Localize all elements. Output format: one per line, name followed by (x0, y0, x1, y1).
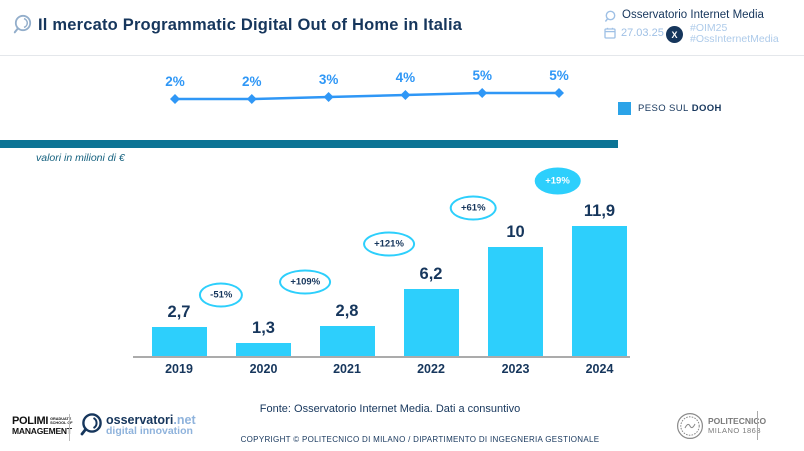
trend-point (477, 88, 488, 98)
trend-point-label: 2% (242, 74, 262, 89)
trend-point (170, 94, 180, 104)
polimi-logo: POLIMI GRADUATE SCHOOL OF MANAGEMENT (12, 415, 73, 437)
header: Il mercato Programmatic Digital Out of H… (0, 0, 804, 56)
legend-prefix: PESO SUL (638, 103, 689, 114)
growth-badge: +109% (279, 269, 332, 295)
trend-point-label: 3% (319, 72, 339, 87)
politecnico-name: POLITECNICO (708, 416, 767, 426)
trend-point (323, 92, 334, 102)
year-label-2023: 2023 (501, 362, 530, 376)
osservatori-tagline: digital innovation (106, 425, 193, 437)
legend-emphasis: DOOH (691, 103, 722, 114)
bar-2021 (319, 326, 375, 357)
politecnico-sub: MILANO 1863 (708, 426, 762, 435)
year-label-2022: 2022 (417, 362, 445, 376)
growth-badge: -51% (199, 282, 244, 308)
footer-source: Fonte: Osservatorio Internet Media. Dati… (259, 403, 521, 415)
osservatori-name: osservatori (106, 413, 174, 427)
calendar-icon (604, 27, 616, 39)
trend-point-label: 2% (165, 74, 185, 89)
year-label-2021: 2021 (333, 362, 361, 376)
bar-value-label: 2,7 (167, 303, 191, 321)
growth-badge: +19% (534, 167, 581, 195)
polimi-wordmark: POLIMI (12, 415, 49, 427)
year-label-2020: 2020 (249, 362, 278, 376)
bar-value-label: 10 (506, 223, 525, 241)
trend-line (175, 91, 559, 101)
trend-point-label: 5% (472, 68, 492, 83)
osservatori-wordmark: osservatori.net digital innovation (106, 414, 196, 437)
unit-note: valori in milioni di € (36, 152, 125, 164)
section-divider-bar (0, 140, 618, 148)
date-label: 27.03.25 (621, 27, 664, 39)
osservatori-net: .net (173, 413, 196, 427)
bar-value-label: 11,9 (583, 202, 616, 220)
magnifier-logo-icon (13, 14, 32, 34)
year-label-2019: 2019 (165, 362, 193, 376)
page-title: Il mercato Programmatic Digital Out of H… (38, 16, 463, 34)
hashtag-ossinternetmedia: #OssInternetMedia (690, 32, 779, 45)
politecnico-divider (757, 411, 758, 440)
polimi-management: MANAGEMENT (12, 426, 72, 436)
politecnico-logo: POLITECNICO MILANO 1863 (708, 416, 767, 436)
growth-badge: +61% (449, 195, 497, 221)
trend-point (554, 88, 564, 98)
trend-point-label: 4% (396, 70, 416, 85)
osservatori-magnifier-icon (80, 413, 102, 436)
bar-value-label: 1,3 (252, 319, 275, 337)
logo-divider (69, 414, 70, 441)
trend-line-chart: 2% 2% 3% 4% 5% 5% (165, 68, 569, 104)
legend-swatch (618, 102, 631, 115)
bar-2024 (572, 226, 627, 357)
bar-2023 (488, 247, 543, 357)
trend-point (246, 94, 257, 104)
politecnico-emblem-icon (677, 413, 703, 439)
bar-value-label: 6,2 (419, 265, 443, 283)
hashtags: #OIM25 #OssInternetMedia (690, 23, 779, 44)
bar-2020 (236, 343, 291, 357)
footer-copyright: COPYRIGHT © POLITECNICO DI MILANO / DIPA… (240, 435, 600, 444)
bar-value-label: 2,8 (335, 302, 359, 320)
bar-2019 (151, 327, 207, 357)
legend-label: PESO SUL DOOH (638, 103, 722, 114)
growth-badge: +121% (363, 231, 415, 257)
bar-2022 (403, 289, 459, 357)
year-label-2024: 2024 (585, 362, 614, 376)
magnifier-small-icon (605, 10, 616, 22)
x-axis-line (133, 356, 630, 358)
trend-point-label: 5% (549, 68, 569, 83)
x-social-icon: X (666, 26, 683, 43)
org-name: Osservatorio Internet Media (622, 9, 764, 21)
hashtag-oim25: #OIM25 (690, 22, 728, 34)
polimi-smalltext: GRADUATE SCHOOL OF (50, 417, 73, 425)
trend-point (400, 90, 411, 100)
legend: PESO SUL DOOH (618, 102, 722, 115)
